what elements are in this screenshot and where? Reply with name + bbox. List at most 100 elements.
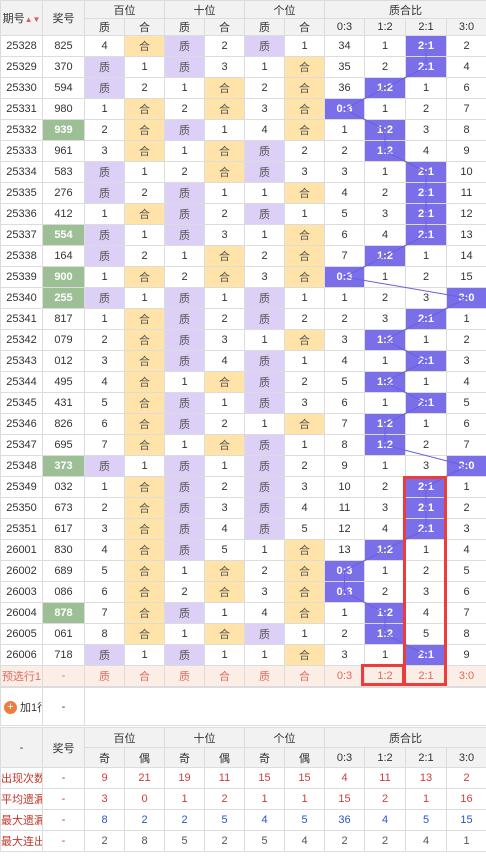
digit-cell: 1 [204, 182, 245, 204]
digit-cell: 合 [124, 371, 165, 393]
ratio-cell: 4 [446, 539, 486, 561]
ratio-cell: 1:2 [364, 539, 406, 561]
stats-value: 4 [405, 830, 447, 852]
preselect-digit-option[interactable]: 合 [204, 665, 245, 687]
table-row: 25347 695 7 合 1 合质 1 8 1:2 2 7 [0, 434, 486, 456]
stats-value: 8 [124, 830, 165, 852]
digit-cell: 质 [164, 392, 205, 414]
issue-header[interactable]: 期号▲▼ [0, 0, 43, 36]
digit-cell: 3 [244, 98, 285, 120]
digit-cell: 合 [124, 581, 165, 603]
preselect-ratio-option[interactable]: 3:0 [446, 665, 486, 687]
preselect-ratio-option[interactable]: 0:3 [324, 665, 365, 687]
ratio-cell: 7 [446, 98, 486, 120]
ratio-cell: 10 [324, 476, 365, 498]
digit-cell: 2 [124, 77, 165, 99]
add-row-table: +加1行 - [0, 687, 486, 726]
ratio-cell: 1 [364, 350, 406, 372]
ratio-cell: 3 [405, 287, 447, 309]
digit-cell: 7 [84, 434, 125, 456]
stats-value: 2 [204, 830, 245, 852]
preselect-ratio-option[interactable]: 2:1 [405, 665, 447, 687]
ratio-cell: 1:2 [364, 623, 406, 645]
number-cell: 164 [42, 245, 85, 267]
stats-row: 平均遗漏 -3 0 1 2 1 1 15 2 1 16 [0, 788, 486, 810]
digit-cell: 合 [204, 266, 245, 288]
ratio-cell: 1 [364, 266, 406, 288]
digit-cell: 2 [284, 371, 325, 393]
digit-cell: 合 [204, 371, 245, 393]
digit-cell: 合 [124, 497, 165, 519]
digit-cell: 质 [164, 413, 205, 435]
ratio-cell: 2 [446, 329, 486, 351]
ratio-cell: 3 [446, 518, 486, 540]
digit-cell: 合 [124, 308, 165, 330]
digit-cell: 合 [284, 539, 325, 561]
issue-cell: 25340 [0, 287, 43, 309]
ratio-cell: 2 [364, 287, 406, 309]
stats-value: 1 [446, 830, 486, 852]
digit-cell: 合 [284, 602, 325, 624]
preselect-label[interactable]: 预选行1 [0, 665, 43, 687]
ratio-cell: 35 [324, 56, 365, 78]
issue-cell: 25339 [0, 266, 43, 288]
digit-cell: 合 [124, 266, 165, 288]
ratio-cell: 6 [324, 224, 365, 246]
table-row: 25339 900 1 合 2 合 3 合 0:3 1 2 15 [0, 266, 486, 288]
highlight-box-preselect-1-2 [361, 664, 405, 686]
ratio-cell: 2 [405, 434, 447, 456]
number-cell: 594 [42, 77, 85, 99]
preselect-digit-option[interactable]: 质 [244, 665, 285, 687]
ratio-cell: 7 [324, 413, 365, 435]
digit-cell: 合 [124, 413, 165, 435]
preselect-digit-option[interactable]: 合 [124, 665, 165, 687]
add-row-button[interactable]: +加1行 [0, 687, 43, 726]
plus-icon: + [4, 701, 17, 715]
digit-cell: 1 [284, 350, 325, 372]
stats-units-header: 个位 [244, 727, 325, 748]
digit-cell: 质 [244, 140, 285, 162]
number-cell: 617 [42, 518, 85, 540]
tens-composite-header: 合 [204, 18, 245, 36]
preselect-digit-option[interactable]: 质 [164, 665, 205, 687]
preselect-digit-option[interactable]: 合 [284, 665, 325, 687]
table-row: 26002 689 5 合 1 合 2 合 0:3 1 2 5 [0, 560, 486, 582]
stats-odd-header: 奇 [164, 747, 205, 768]
issue-cell: 25331 [0, 98, 43, 120]
digit-cell: 合 [204, 623, 245, 645]
preselect-digit-option[interactable]: 质 [84, 665, 125, 687]
digit-cell: 2 [84, 329, 125, 351]
sort-icon[interactable]: ▲▼ [24, 15, 41, 24]
digit-cell: 合 [204, 434, 245, 456]
stats-ratio-1-2: 1:2 [364, 747, 406, 768]
digit-cell: 质 [164, 497, 205, 519]
ratio-cell: 1 [405, 245, 447, 267]
ratio-cell: 1:2 [364, 119, 406, 141]
digit-cell: 1 [204, 644, 245, 666]
ratio-cell: 1 [364, 455, 406, 477]
digit-cell: 2 [164, 581, 205, 603]
digit-cell: 8 [84, 623, 125, 645]
digit-cell: 质 [164, 518, 205, 540]
stats-value: 2 [364, 788, 406, 810]
digit-cell: 5 [84, 560, 125, 582]
ratio-cell: 2 [364, 56, 406, 78]
preselect-row[interactable]: 预选行1- 质合质合质合 0:3 1:2 2:1 3:0 [0, 665, 486, 687]
units-header: 个位 [244, 0, 325, 19]
digit-cell: 5 [84, 392, 125, 414]
ratio-cell: 7 [446, 602, 486, 624]
preselect-number: - [42, 665, 85, 687]
digit-cell: 合 [204, 581, 245, 603]
digit-cell: 质 [164, 182, 205, 204]
issue-cell: 25348 [0, 455, 43, 477]
digit-cell: 1 [204, 119, 245, 141]
number-cell: 061 [42, 623, 85, 645]
stats-value: 11 [204, 767, 245, 789]
issue-cell: 25343 [0, 350, 43, 372]
ratio-cell: 0:3 [324, 560, 365, 582]
digit-cell: 3 [84, 140, 125, 162]
digit-cell: 3 [204, 497, 245, 519]
stats-row: 出现次数 -9 21 19 11 15 15 4 11 13 2 [0, 767, 486, 789]
stats-value: 4 [284, 830, 325, 852]
digit-cell: 1 [84, 203, 125, 225]
